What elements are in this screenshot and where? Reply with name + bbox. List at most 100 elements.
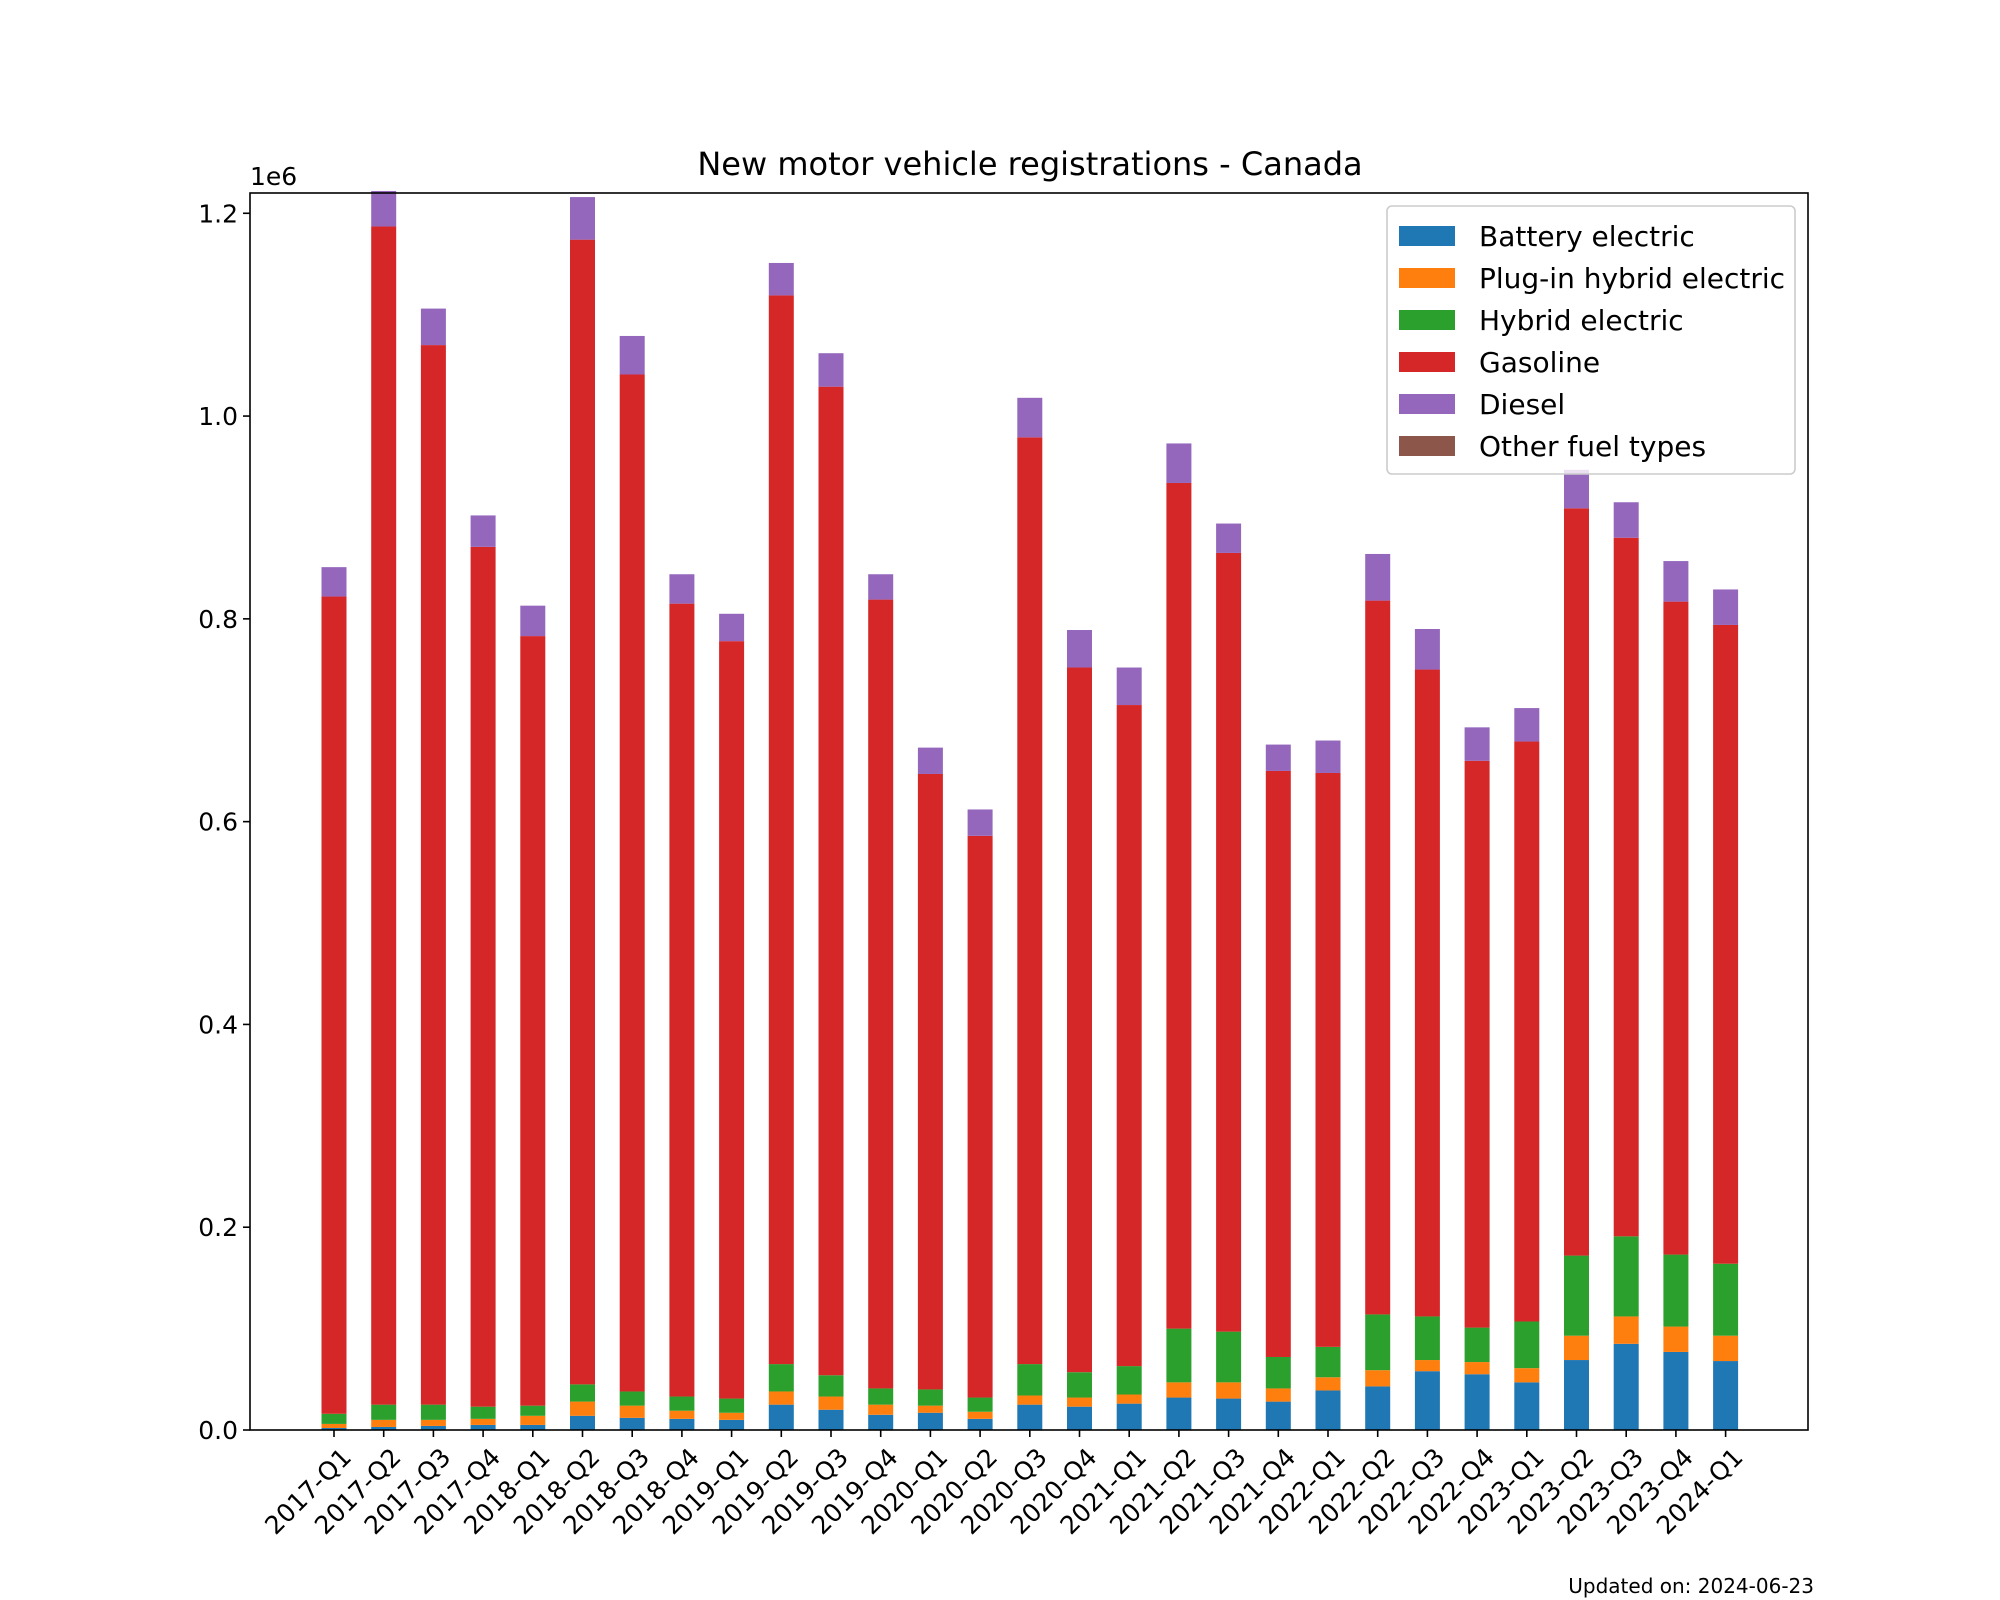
bar-segment [1564, 469, 1589, 509]
bar-segment [1265, 744, 1291, 771]
legend-label: Gasoline [1479, 346, 1600, 379]
updated-note: Updated on: 2024-06-23 [1568, 1574, 1814, 1598]
bar-segment [1067, 1372, 1092, 1398]
bar-segment [371, 190, 397, 227]
bar-segment [768, 1391, 794, 1405]
bar-segment [1613, 1316, 1639, 1344]
bar-segment [1216, 1331, 1242, 1383]
bar-segment [1166, 482, 1192, 1329]
bar-segment [570, 239, 595, 1385]
bar-segment [917, 773, 943, 1390]
bar-segment [1116, 1403, 1142, 1430]
bar-segment [1663, 601, 1689, 1255]
bar-segment [1216, 1382, 1242, 1399]
bar-segment [669, 603, 695, 1397]
bar-segment [520, 1415, 546, 1425]
bar-segment [1613, 502, 1639, 538]
legend-label: Plug-in hybrid electric [1479, 262, 1785, 295]
bar-segment [669, 1410, 695, 1419]
bar-segment [1216, 1398, 1242, 1430]
chart-legend: Battery electric Plug-in hybrid electric H… [1386, 205, 1796, 475]
bar-segment [1564, 1255, 1589, 1336]
bar-segment [1564, 1335, 1589, 1361]
bar-segment [917, 747, 943, 774]
bar-segment [719, 641, 745, 1399]
legend-swatch [1399, 268, 1455, 288]
bar-segment [1464, 1374, 1490, 1430]
bar-segment [1017, 437, 1043, 1365]
bar-segment [1464, 760, 1490, 1328]
bar-segment [967, 1411, 993, 1419]
bar-segment [917, 1405, 943, 1413]
bar-segment [420, 1425, 446, 1430]
bar-segment [470, 515, 496, 547]
bar-segment [967, 809, 993, 836]
bar-segment [1713, 589, 1739, 625]
bar-segment [570, 1401, 595, 1416]
bar-segment [1713, 624, 1739, 1264]
bar-segment [570, 1415, 595, 1430]
bar-segment [1216, 552, 1242, 1332]
bar-segment [1216, 523, 1242, 553]
bar-segment [1365, 553, 1391, 601]
bar-segment [818, 386, 844, 1376]
bar-segment [719, 1398, 745, 1413]
bar-segment [1365, 600, 1391, 1315]
bar-segment [868, 1388, 894, 1405]
bar-segment [1414, 669, 1440, 1317]
bar-segment [1514, 741, 1540, 1322]
bar-segment [1514, 1321, 1540, 1369]
y-tick-label: 0.8 [198, 605, 238, 634]
bar-segment [321, 1427, 347, 1430]
y-tick-label: 0.0 [198, 1416, 238, 1445]
bar-segment [570, 197, 595, 240]
bar-segment [1315, 1377, 1341, 1391]
bar-segment [1414, 1316, 1440, 1361]
bar-segment [420, 1404, 446, 1420]
y-tick-label: 0.2 [198, 1213, 238, 1242]
bar-segment [1166, 1397, 1192, 1430]
legend-label: Battery electric [1479, 220, 1695, 253]
bar-segment [470, 1406, 496, 1419]
bar-segment [669, 1418, 695, 1430]
bar-segment [520, 605, 546, 637]
bar-segment [470, 1418, 496, 1425]
bar-segment [420, 1419, 446, 1426]
bar-segment [669, 574, 695, 604]
bar-segment [1464, 1362, 1490, 1375]
bar-segment [520, 1424, 546, 1430]
bar-segment [1265, 1388, 1291, 1402]
bar-segment [321, 567, 347, 597]
bar-segment [1116, 1394, 1142, 1404]
bar-segment [768, 1364, 794, 1392]
bar-segment [420, 308, 446, 346]
bar-segment [619, 374, 645, 1392]
legend-swatch [1399, 226, 1455, 246]
bar-segment [1514, 708, 1540, 742]
bar-segment [1564, 508, 1589, 1256]
bar-segment [1613, 1343, 1639, 1430]
bar-segment [619, 335, 645, 375]
bar-segment [1713, 1335, 1739, 1362]
bar-segment [470, 1424, 496, 1430]
bar-segment [1315, 740, 1341, 773]
bar-segment [1166, 1328, 1192, 1383]
bar-segment [1265, 1401, 1291, 1430]
legend-swatch [1399, 436, 1455, 456]
bar-segment [1315, 772, 1341, 1347]
bar-segment [868, 599, 894, 1389]
bar-segment [1315, 1390, 1341, 1430]
bar-segment [1067, 1406, 1092, 1430]
bar-segment [1514, 1368, 1540, 1383]
bar-segment [917, 1412, 943, 1430]
bar-segment [768, 262, 794, 296]
bar-segment [1663, 1326, 1689, 1352]
bar-segment [768, 295, 794, 1365]
bar-segment [1265, 1357, 1291, 1389]
bar-segment [719, 1419, 745, 1430]
legend-swatch [1399, 310, 1455, 330]
bar-segment [470, 546, 496, 1407]
legend-label: Other fuel types [1479, 430, 1706, 463]
bar-segment [420, 345, 446, 1405]
bar-segment [1166, 1382, 1192, 1398]
